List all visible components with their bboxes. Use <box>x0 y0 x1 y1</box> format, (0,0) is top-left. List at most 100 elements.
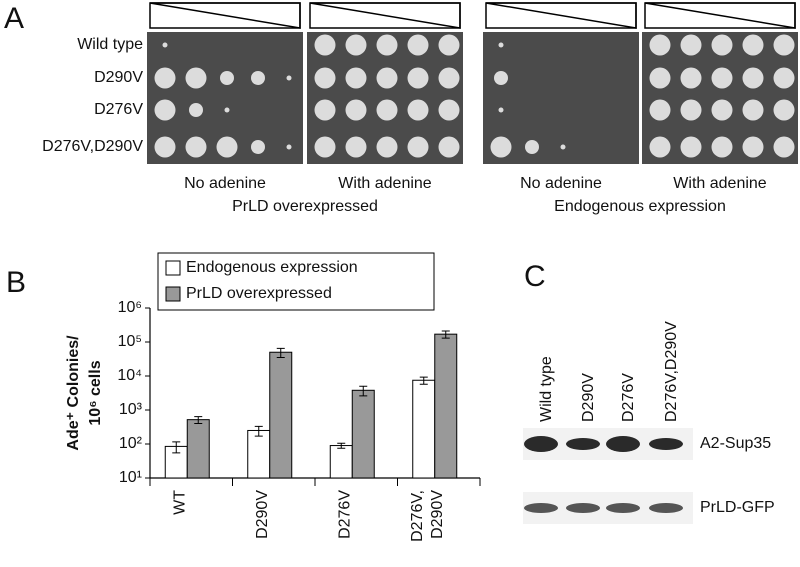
legend-swatch <box>165 286 181 302</box>
yeast-spot <box>773 34 795 56</box>
strain-label: Wild type <box>77 36 143 53</box>
yeast-spot <box>438 136 460 158</box>
yeast-spot <box>649 136 671 158</box>
dilution-wedge-frame <box>485 2 637 29</box>
yeast-spot <box>498 42 504 48</box>
dilution-wedge-frame <box>309 2 461 29</box>
yeast-spot <box>220 71 234 85</box>
bar <box>412 379 436 479</box>
yeast-spot <box>314 99 336 121</box>
yeast-spot <box>376 67 398 89</box>
legend-label: PrLD overexpressed <box>186 285 332 302</box>
legend-box <box>157 252 435 311</box>
yeast-spot <box>314 136 336 158</box>
error-bar <box>276 347 285 359</box>
strain-label: D276V <box>94 101 143 118</box>
group-label: PrLD overexpressed <box>232 198 378 215</box>
yeast-spot <box>680 67 702 89</box>
strain-label: D276V,D290V <box>42 138 143 155</box>
yeast-spot <box>649 67 671 89</box>
yeast-spot <box>649 99 671 121</box>
bar <box>351 389 375 479</box>
yeast-spot <box>251 140 265 154</box>
yeast-spot <box>286 144 292 150</box>
condition-label: With adenine <box>673 175 766 192</box>
panel-label: B <box>6 266 26 299</box>
bar <box>329 445 353 479</box>
yeast-spot <box>649 34 671 56</box>
condition-label: With adenine <box>338 175 431 192</box>
legend-label: Endogenous expression <box>186 259 358 276</box>
y-tick-label: 10⁵ <box>118 333 142 350</box>
yeast-spot <box>494 71 508 85</box>
yeast-spot <box>498 107 504 113</box>
x-tick-label: D290V <box>429 490 446 539</box>
yeast-spot <box>490 136 512 158</box>
yeast-spot <box>711 99 733 121</box>
blot-band <box>566 438 600 450</box>
condition-label: No adenine <box>520 175 602 192</box>
yeast-spot <box>773 136 795 158</box>
yeast-spot <box>407 99 429 121</box>
yeast-spot <box>189 103 203 117</box>
error-bar <box>172 441 181 454</box>
blot-band <box>524 503 558 513</box>
y-axis-label: Ade⁺ Colonies/ <box>65 335 82 451</box>
yeast-spot <box>345 99 367 121</box>
lane-label: D276V <box>620 373 637 422</box>
yeast-spot <box>407 136 429 158</box>
blot-band <box>566 503 600 513</box>
yeast-spot <box>154 67 176 89</box>
yeast-spot <box>154 136 176 158</box>
yeast-spot <box>742 67 764 89</box>
y-axis-label: 10⁶ cells <box>87 360 104 425</box>
yeast-spot <box>438 67 460 89</box>
yeast-spot <box>680 99 702 121</box>
yeast-spot <box>407 34 429 56</box>
bar <box>247 429 271 479</box>
yeast-spot <box>162 42 168 48</box>
yeast-spot <box>185 136 207 158</box>
x-tick-label: WT <box>171 490 188 515</box>
error-bar <box>359 385 368 397</box>
dilution-wedge <box>149 2 301 29</box>
group-label: Endogenous expression <box>554 198 726 215</box>
x-tick-label: D276V, <box>409 490 426 542</box>
yeast-spot <box>314 67 336 89</box>
yeast-spot <box>345 136 367 158</box>
bar <box>434 333 458 479</box>
yeast-spot <box>345 67 367 89</box>
yeast-spot <box>525 140 539 154</box>
yeast-spot <box>216 136 238 158</box>
yeast-spot <box>680 34 702 56</box>
yeast-spot <box>560 144 566 150</box>
error-bar <box>337 442 346 449</box>
condition-label: No adenine <box>184 175 266 192</box>
error-bar <box>419 376 428 385</box>
error-bar <box>254 425 263 437</box>
y-tick-label: 10² <box>119 435 143 452</box>
yeast-spot <box>407 67 429 89</box>
blot-band <box>649 438 683 450</box>
blot-band <box>606 436 640 452</box>
yeast-spot <box>286 75 292 81</box>
y-tick-label: 10³ <box>119 401 143 418</box>
dilution-wedge-frame <box>149 2 301 29</box>
yeast-spot <box>742 34 764 56</box>
x-tick-label: D276V <box>336 490 353 539</box>
blot-label: PrLD-GFP <box>700 499 775 516</box>
yeast-spot <box>742 99 764 121</box>
blot-band <box>524 436 558 452</box>
yeast-spot <box>185 67 207 89</box>
yeast-spot <box>376 136 398 158</box>
blot-band <box>649 503 683 513</box>
yeast-spot <box>773 67 795 89</box>
dilution-wedge <box>309 2 461 29</box>
yeast-spot <box>154 99 176 121</box>
yeast-spot <box>773 99 795 121</box>
error-bar <box>441 330 450 339</box>
lane-label: D276V,D290V <box>663 321 680 422</box>
yeast-spot <box>345 34 367 56</box>
yeast-spot <box>742 136 764 158</box>
